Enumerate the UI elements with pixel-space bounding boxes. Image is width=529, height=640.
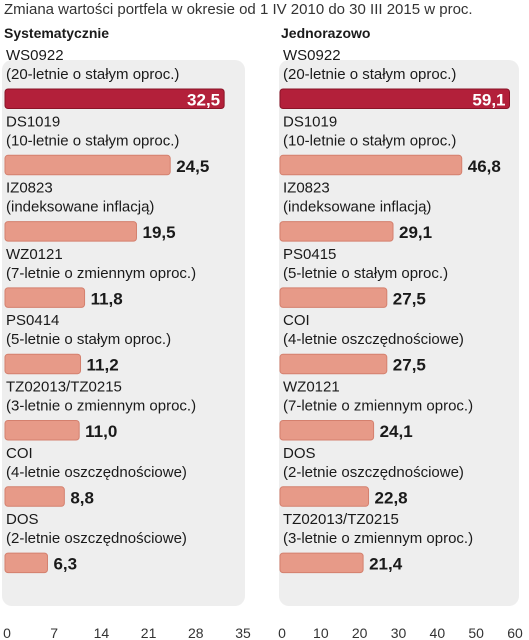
bar xyxy=(279,287,388,308)
bar-value-label: 11,0 xyxy=(85,422,117,441)
bar-description-label: (3-letnie o zmiennym oproc.) xyxy=(6,398,196,415)
bar-description-label: (2-letnie oszczędnościowe) xyxy=(6,530,187,547)
panel: Systematycznie WS0922 (20-letnie o stałym … xyxy=(2,25,251,640)
bar-description-label: (indeksowane inflacją) xyxy=(6,199,154,216)
bar-value-label: 8,8 xyxy=(70,488,94,507)
panel-title: Jednorazowo xyxy=(281,25,370,41)
panel-background xyxy=(279,60,519,606)
x-tick-label: 60 xyxy=(507,625,523,640)
bar-code-label: TZ02013/TZ0215 xyxy=(6,379,122,396)
bar-code-label: WZ0121 xyxy=(283,379,340,396)
bar-code-label: PS0414 xyxy=(6,312,59,329)
bar-code-label: DS1019 xyxy=(283,113,337,130)
panel-title: Systematycznie xyxy=(4,25,109,41)
bar xyxy=(279,486,370,507)
bar-value-label: 21,4 xyxy=(369,555,403,574)
bar-code-label: WS0922 xyxy=(6,47,64,64)
bar-value-label: 22,8 xyxy=(375,488,408,507)
x-tick-label: 10 xyxy=(313,625,329,640)
bar-description-label: (4-letnie oszczędnościowe) xyxy=(283,331,464,348)
x-tick-label: 30 xyxy=(391,625,407,640)
bar-code-label: WZ0121 xyxy=(6,246,63,263)
bar-value-label: 59,1 xyxy=(472,91,505,110)
bar-description-label: (indeksowane inflacją) xyxy=(283,199,431,216)
bar xyxy=(279,88,511,109)
panel-background xyxy=(2,60,245,606)
bar-description-label: (7-letnie o zmiennym oproc.) xyxy=(6,265,196,282)
chart-title: Zmiana wartości portfela w okresie od 1 … xyxy=(4,1,473,18)
x-tick-label: 14 xyxy=(94,625,110,640)
bar-code-label: DOS xyxy=(283,445,316,462)
bar-description-label: (7-letnie o zmiennym oproc.) xyxy=(283,398,473,415)
bar-value-label: 6,3 xyxy=(53,555,77,574)
bar xyxy=(279,353,388,375)
x-tick-label: 7 xyxy=(50,625,58,640)
bar-value-label: 46,8 xyxy=(468,157,501,176)
bar-value-label: 27,5 xyxy=(393,289,426,308)
x-tick-label: 0 xyxy=(278,625,286,640)
bar-description-label: (10-letnie o stałym oproc.) xyxy=(283,132,456,149)
bar xyxy=(4,221,137,242)
bar-description-label: (2-letnie oszczędnościowe) xyxy=(283,464,464,481)
bar-value-label: 29,1 xyxy=(399,223,432,242)
bar xyxy=(4,552,48,574)
bar-code-label: IZ0823 xyxy=(6,180,53,197)
bar-description-label: (5-letnie o stałym oproc.) xyxy=(6,331,171,348)
panel: Jednorazowo WS0922 (20-letnie o stałym opr… xyxy=(278,25,523,640)
bar-description-label: (10-letnie o stałym oproc.) xyxy=(6,132,179,149)
bar-code-label: DS1019 xyxy=(6,113,60,130)
bar xyxy=(4,154,171,176)
bar xyxy=(4,420,80,441)
bar-value-label: 27,5 xyxy=(393,356,426,375)
bar-value-label: 24,5 xyxy=(176,157,209,176)
bar-code-label: PS0415 xyxy=(283,246,336,263)
bar-description-label: (20-letnie o stałym oproc.) xyxy=(283,66,456,83)
bar-value-label: 24,1 xyxy=(380,422,413,441)
bar-value-label: 19,5 xyxy=(142,223,175,242)
bar-code-label: COI xyxy=(6,445,33,462)
bar-description-label: (5-letnie o stałym oproc.) xyxy=(283,265,448,282)
bar-code-label: TZ02013/TZ0215 xyxy=(283,511,399,528)
bar xyxy=(4,287,86,308)
bar-code-label: IZ0823 xyxy=(283,180,330,197)
x-tick-label: 21 xyxy=(141,625,157,640)
bar-value-label: 32,5 xyxy=(187,91,220,110)
bar xyxy=(279,552,364,574)
bar-code-label: COI xyxy=(283,312,310,329)
bar xyxy=(4,353,82,375)
chart-panels: Systematycznie WS0922 (20-letnie o stałym … xyxy=(2,25,523,640)
x-tick-label: 35 xyxy=(235,625,251,640)
x-tick-label: 40 xyxy=(430,625,446,640)
bar-value-label: 11,2 xyxy=(87,356,119,375)
bar xyxy=(279,154,463,176)
bar xyxy=(4,486,65,507)
bar-description-label: (20-letnie o stałym oproc.) xyxy=(6,66,179,83)
bar-description-label: (4-letnie oszczędnościowe) xyxy=(6,464,187,481)
bar-code-label: DOS xyxy=(6,511,39,528)
bar-code-label: WS0922 xyxy=(283,47,341,64)
x-tick-label: 0 xyxy=(3,625,11,640)
bar-value-label: 11,8 xyxy=(91,289,123,308)
bar xyxy=(279,221,394,242)
x-tick-label: 50 xyxy=(468,625,484,640)
x-tick-label: 20 xyxy=(352,625,368,640)
x-tick-label: 28 xyxy=(188,625,204,640)
bar xyxy=(4,88,225,109)
bar-description-label: (3-letnie o zmiennym oproc.) xyxy=(283,530,473,547)
bar xyxy=(279,420,375,441)
